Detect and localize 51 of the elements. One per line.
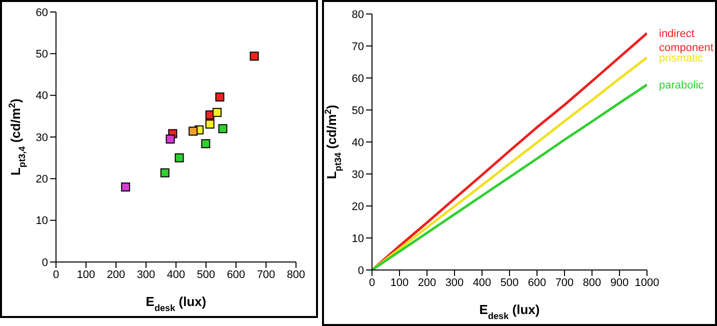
x-tick-label: 600	[528, 276, 546, 289]
x-tick-label: 500	[500, 276, 519, 289]
point	[250, 52, 259, 61]
y-tick-label: 80	[352, 8, 364, 21]
point	[188, 126, 198, 136]
x-axis-title: E$_{desk}$ (lux)	[146, 294, 206, 313]
x-tick-label: 300	[445, 276, 464, 289]
point	[166, 134, 175, 144]
y-tick-label: 40	[352, 136, 364, 149]
y-tick-label: 50	[36, 48, 48, 61]
y-tick-label: 30	[352, 168, 364, 181]
y-tick-label: 10	[36, 215, 48, 228]
x-tick-label: 0	[52, 268, 60, 281]
x-tick-label: 900	[610, 276, 629, 289]
x-tick-label: 200	[418, 276, 436, 289]
x-tick-label: 500	[196, 268, 216, 281]
point	[218, 124, 228, 134]
x-tick-label: 800	[286, 268, 306, 281]
point	[201, 139, 210, 148]
x-tick-label: 0	[368, 276, 376, 289]
series-label: indirect component	[659, 28, 714, 54]
y-tick-label: 60	[36, 6, 48, 19]
y-tick-label: 50	[352, 104, 364, 117]
x-tick-label: 100	[76, 268, 96, 281]
series-label: prismatic	[659, 52, 704, 65]
x-tick-label: 800	[582, 276, 602, 289]
x-tick-label: 300	[136, 268, 156, 281]
x-tick-label: 400	[166, 268, 186, 281]
y-tick-label: 70	[352, 40, 364, 53]
x-tick-label: 400	[472, 276, 492, 289]
series-label: parabolic	[659, 80, 704, 92]
y-tick-label: 20	[352, 200, 364, 213]
x-tick-label: 1000	[634, 276, 660, 289]
point	[160, 168, 170, 178]
x-tick-label: 700	[555, 276, 574, 289]
x-tick-label: 700	[256, 268, 276, 281]
x-tick-label: 100	[390, 276, 409, 289]
y-tick-label: 20	[36, 174, 48, 186]
point	[121, 182, 130, 192]
y-tick-label: 60	[352, 72, 364, 85]
y-tick-label: 30	[36, 132, 48, 144]
x-tick-label: 600	[226, 268, 246, 281]
point	[174, 153, 184, 162]
point	[205, 120, 214, 129]
x-axis-title: E$_{desk}$ (lux)	[479, 302, 540, 321]
point	[215, 92, 224, 102]
x-tick-label: 200	[106, 268, 126, 281]
y-tick-label: 10	[352, 232, 364, 245]
y-tick-label: 40	[36, 90, 48, 102]
y-tick-label: 0	[42, 256, 48, 269]
point	[212, 108, 222, 117]
